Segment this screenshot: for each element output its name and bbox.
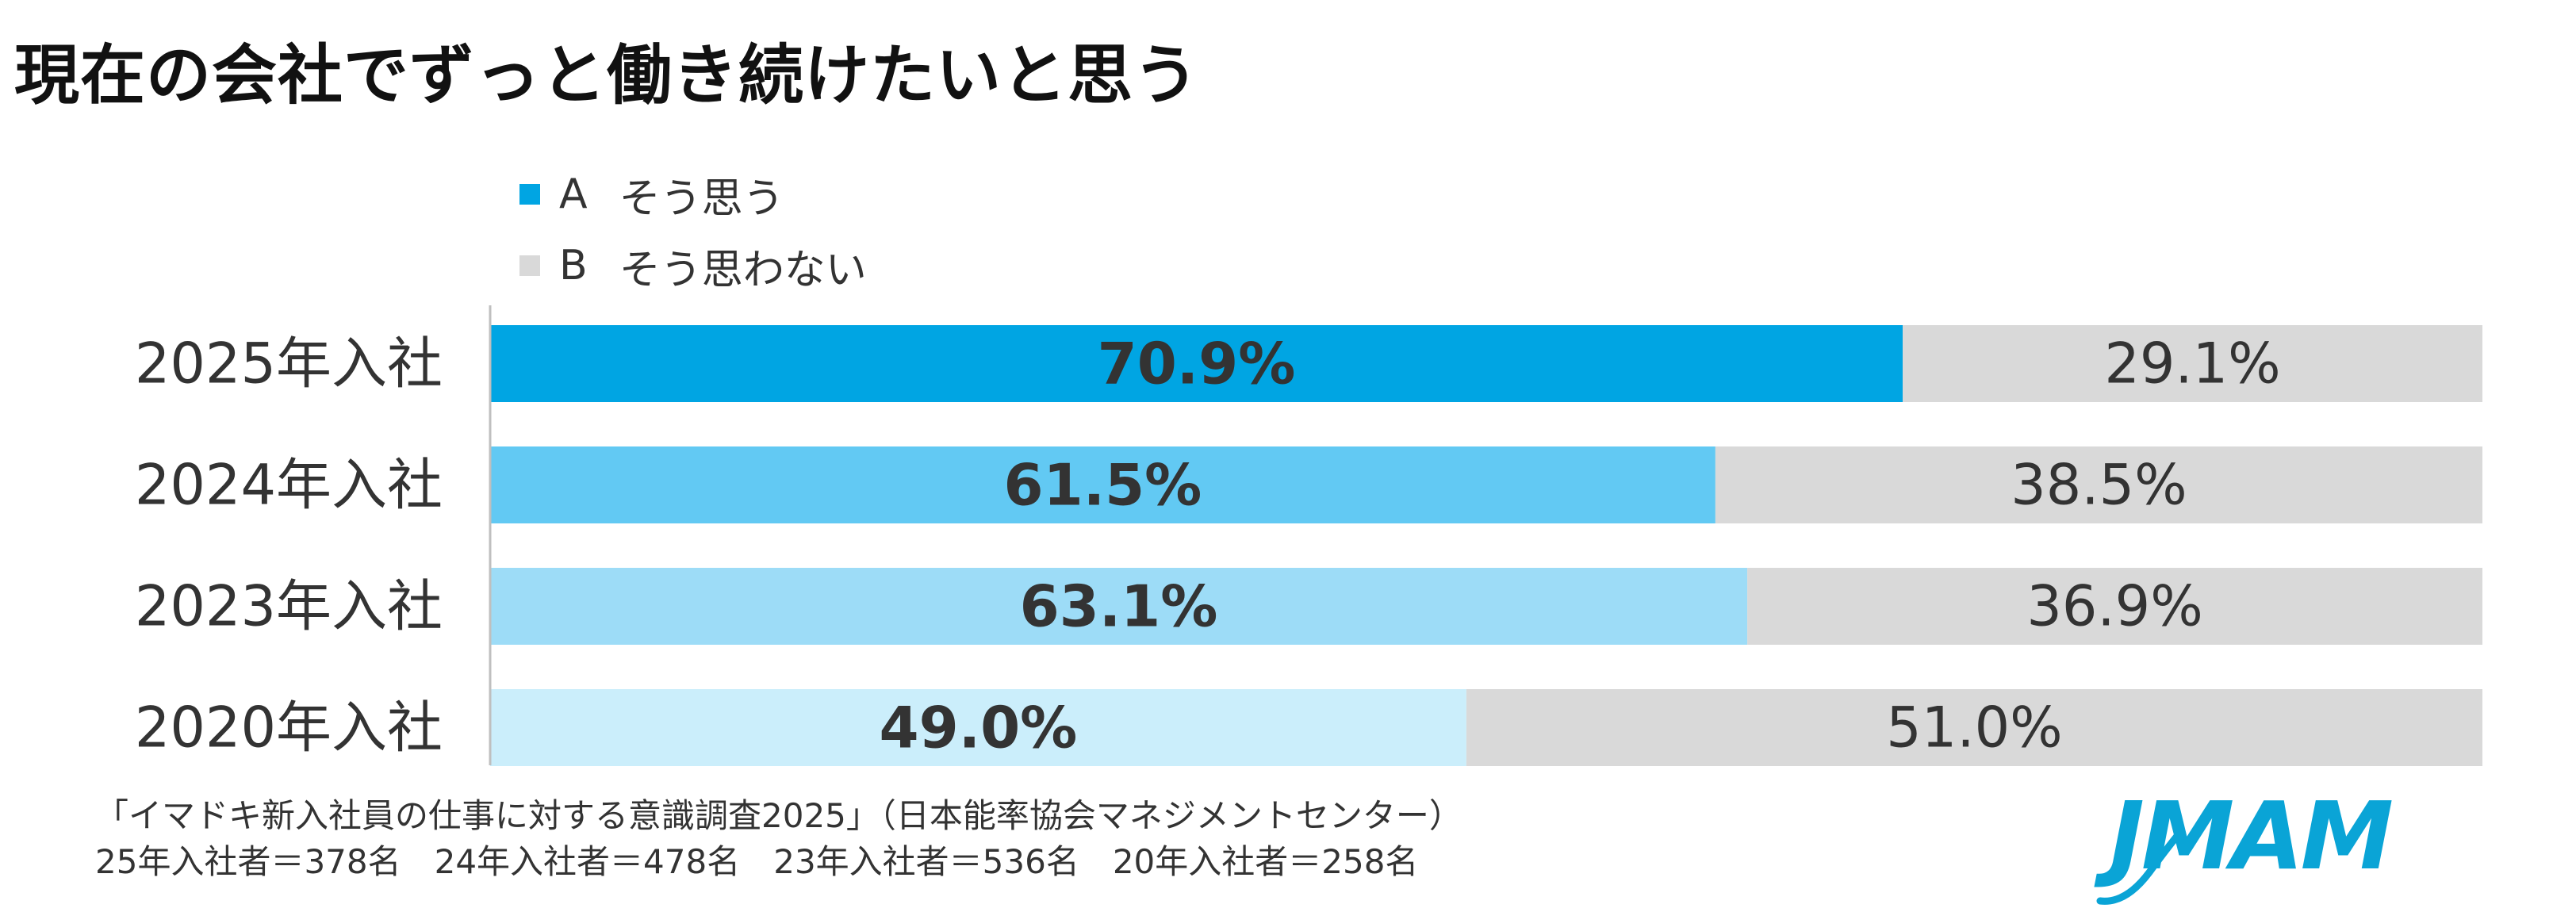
source-line-2: 25年入社者＝378名 24年入社者＝478名 23年入社者＝536名 20年入…: [95, 842, 1419, 881]
data-label-a: 70.9%: [1098, 331, 1296, 397]
data-label-b: 29.1%: [2104, 331, 2280, 397]
bar-segment-b: [1903, 325, 2482, 402]
bar-segment-b: [1747, 568, 2482, 645]
data-label-b: 36.9%: [2026, 574, 2202, 639]
data-label-b: 38.5%: [2011, 453, 2187, 518]
jmam-logo: JMAM: [2110, 781, 2394, 891]
bar-segment-a: [490, 568, 1748, 645]
legend-swatch-b: [519, 255, 540, 276]
legend-item-a: A そう思う: [519, 159, 867, 230]
legend-key-b: B: [559, 242, 588, 289]
data-label-a: 61.5%: [1004, 452, 1202, 519]
bar-segment-a: [490, 325, 1903, 402]
category-label: 2025年入社: [135, 331, 443, 397]
bar-segment-a: [490, 446, 1715, 523]
legend-key-a: A: [559, 171, 588, 218]
source-note: 「イマドキ新入社員の仕事に対する意識調査2025」（日本能率協会マネジメントセン…: [95, 793, 1462, 885]
category-label: 2023年入社: [135, 574, 443, 639]
bar-segment-b: [1715, 446, 2482, 523]
chart-title: 現在の会社でずっと働き続けたいと思う: [14, 38, 1200, 113]
bar-segment-b: [1466, 689, 2482, 766]
legend-label-a: そう思う: [619, 174, 784, 223]
category-label: 2024年入社: [135, 453, 443, 518]
legend: A そう思う B そう思わない: [519, 159, 867, 301]
legend-swatch-a: [519, 184, 540, 205]
data-label-b: 51.0%: [1886, 695, 2062, 761]
data-label-a: 49.0%: [880, 695, 1078, 761]
legend-item-b: B そう思わない: [519, 230, 867, 301]
bar-segment-a: [490, 689, 1466, 766]
source-line-1: 「イマドキ新入社員の仕事に対する意識調査2025」（日本能率協会マネジメントセン…: [95, 796, 1462, 835]
legend-label-b: そう思わない: [619, 246, 867, 294]
data-label-a: 63.1%: [1020, 573, 1218, 640]
category-label: 2020年入社: [135, 695, 443, 761]
logo-swoosh-icon: [2096, 827, 2185, 905]
